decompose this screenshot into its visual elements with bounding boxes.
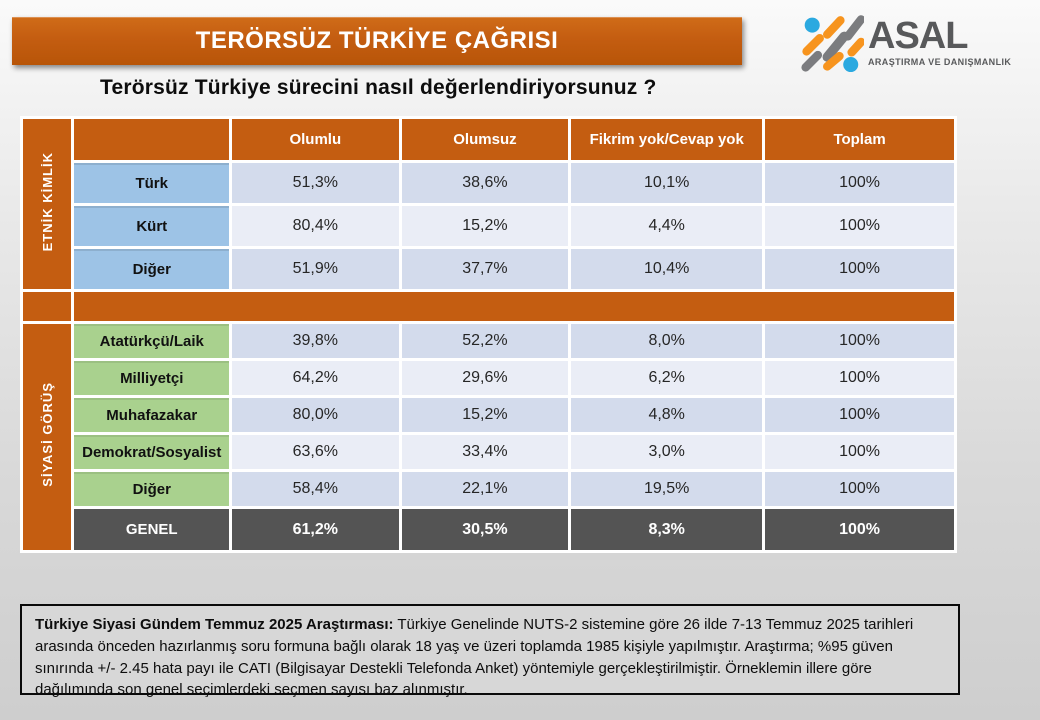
cell-value: 100%: [762, 469, 957, 509]
cell-value: 22,1%: [398, 469, 572, 509]
separator-bar: [71, 289, 957, 324]
section-band-etnik-kimlik: ETNİK KİMLİK: [19, 116, 75, 292]
cell-value: 10,4%: [568, 246, 766, 292]
cell-value: 6,2%: [568, 358, 766, 398]
row-label: Kürt: [71, 203, 232, 249]
logo-subtitle: ARAŞTIRMA VE DANIŞMANLIK: [868, 57, 1012, 67]
table-row-muhafazakar: Muhafazakar 80,0% 15,2% 4,8% 100%: [22, 395, 957, 435]
row-label: Atatürkçü/Laik: [71, 321, 232, 361]
cell-value: 100%: [762, 432, 957, 472]
methodology-note-lead: Türkiye Siyasi Gündem Temmuz 2025 Araştı…: [35, 616, 394, 633]
row-label: Türk: [71, 160, 232, 206]
column-header-toplam: Toplam: [762, 116, 957, 163]
cell-value: 52,2%: [398, 321, 572, 361]
cell-value: 80,4%: [229, 203, 402, 249]
cell-value: 100%: [762, 203, 957, 249]
table-row-milliyetci: Milliyetçi 64,2% 29,6% 6,2% 100%: [22, 358, 957, 398]
cell-value: 15,2%: [398, 203, 572, 249]
corner-cell: [71, 116, 232, 163]
title-banner: TERÖRSÜZ TÜRKİYE ÇAĞRISI: [12, 17, 742, 65]
table-row-genel-total: GENEL 61,2% 30,5% 8,3% 100%: [22, 506, 957, 553]
cell-value: 100%: [762, 506, 957, 553]
cell-value: 61,2%: [229, 506, 402, 553]
cell-value: 51,9%: [229, 246, 402, 292]
table-header-row: ETNİK KİMLİK Olumlu Olumsuz Fikrim yok/C…: [19, 116, 957, 292]
table-row-diger-etnik: Diğer 51,9% 37,7% 10,4% 100%: [22, 246, 957, 292]
cell-value: 29,6%: [398, 358, 572, 398]
cell-value: 15,2%: [398, 395, 572, 435]
logo-text: ASAL ARAŞTIRMA VE DANIŞMANLIK: [868, 17, 1011, 67]
cell-value: 4,4%: [568, 203, 766, 249]
cell-value: 10,1%: [568, 160, 766, 206]
row-label: Muhafazakar: [71, 395, 232, 435]
cell-value: 19,5%: [568, 469, 766, 509]
section-label-siyasi-gorus: SİYASİ GÖRÜŞ: [39, 382, 55, 487]
methodology-note: Türkiye Siyasi Gündem Temmuz 2025 Araştı…: [20, 604, 960, 699]
cell-value: 3,0%: [568, 432, 766, 472]
cell-value: 100%: [762, 246, 957, 292]
cell-value: 39,8%: [229, 321, 402, 361]
cell-value: 8,3%: [568, 506, 766, 553]
cell-value: 63,6%: [229, 432, 402, 472]
asal-logo: ASAL ARAŞTIRMA VE DANIŞMANLIK: [798, 10, 1030, 74]
cell-value: 51,3%: [229, 160, 402, 206]
table-row-kurt: Kürt 80,4% 15,2% 4,4% 100%: [22, 203, 957, 249]
table-row-ataturkcu-laik: SİYASİ GÖRÜŞ Atatürkçü/Laik 39,8% 52,2% …: [19, 321, 957, 553]
cell-value: 100%: [762, 395, 957, 435]
row-label: Diğer: [71, 246, 232, 292]
cell-value: 38,6%: [398, 160, 572, 206]
column-header-fikrim-yok: Fikrim yok/Cevap yok: [568, 116, 766, 163]
cell-value: 8,0%: [568, 321, 766, 361]
logo-name: ASAL: [868, 15, 968, 57]
cell-value: 100%: [762, 358, 957, 398]
page-title: TERÖRSÜZ TÜRKİYE ÇAĞRISI: [195, 27, 559, 54]
methodology-note-body: Türkiye Genelinde NUTS-2 sistemine göre …: [35, 616, 914, 699]
cell-value: 100%: [762, 321, 957, 361]
cell-value: 33,4%: [398, 432, 572, 472]
cell-value: 30,5%: [398, 506, 572, 553]
results-table: ETNİK KİMLİK Olumlu Olumsuz Fikrim yok/C…: [19, 116, 957, 553]
table-row-demokrat-sosyalist: Demokrat/Sosyalist 63,6% 33,4% 3,0% 100%: [22, 432, 957, 472]
cell-value: 100%: [762, 160, 957, 206]
column-header-olumsuz: Olumsuz: [398, 116, 572, 163]
cell-value: 37,7%: [398, 246, 572, 292]
section-label-etnik-kimlik: ETNİK KİMLİK: [39, 151, 55, 252]
row-label: Milliyetçi: [71, 358, 232, 398]
table-row-diger-siyasi: Diğer 58,4% 22,1% 19,5% 100%: [22, 469, 957, 509]
row-label: Demokrat/Sosyalist: [71, 432, 232, 472]
column-header-olumlu: Olumlu: [229, 116, 402, 163]
asal-logo-icon: [801, 15, 864, 73]
section-band-siyasi-gorus: SİYASİ GÖRÜŞ: [19, 321, 75, 553]
survey-question: Terörsüz Türkiye sürecini nasıl değerlen…: [100, 76, 657, 99]
table-row-turk: Türk 51,3% 38,6% 10,1% 100%: [22, 160, 957, 206]
section-separator-row: [19, 289, 957, 324]
cell-value: 58,4%: [229, 469, 402, 509]
cell-value: 80,0%: [229, 395, 402, 435]
row-label: Diğer: [71, 469, 232, 509]
row-label: GENEL: [71, 506, 232, 553]
cell-value: 64,2%: [229, 358, 402, 398]
cell-value: 4,8%: [568, 395, 766, 435]
separator-band-cell: [19, 289, 75, 324]
